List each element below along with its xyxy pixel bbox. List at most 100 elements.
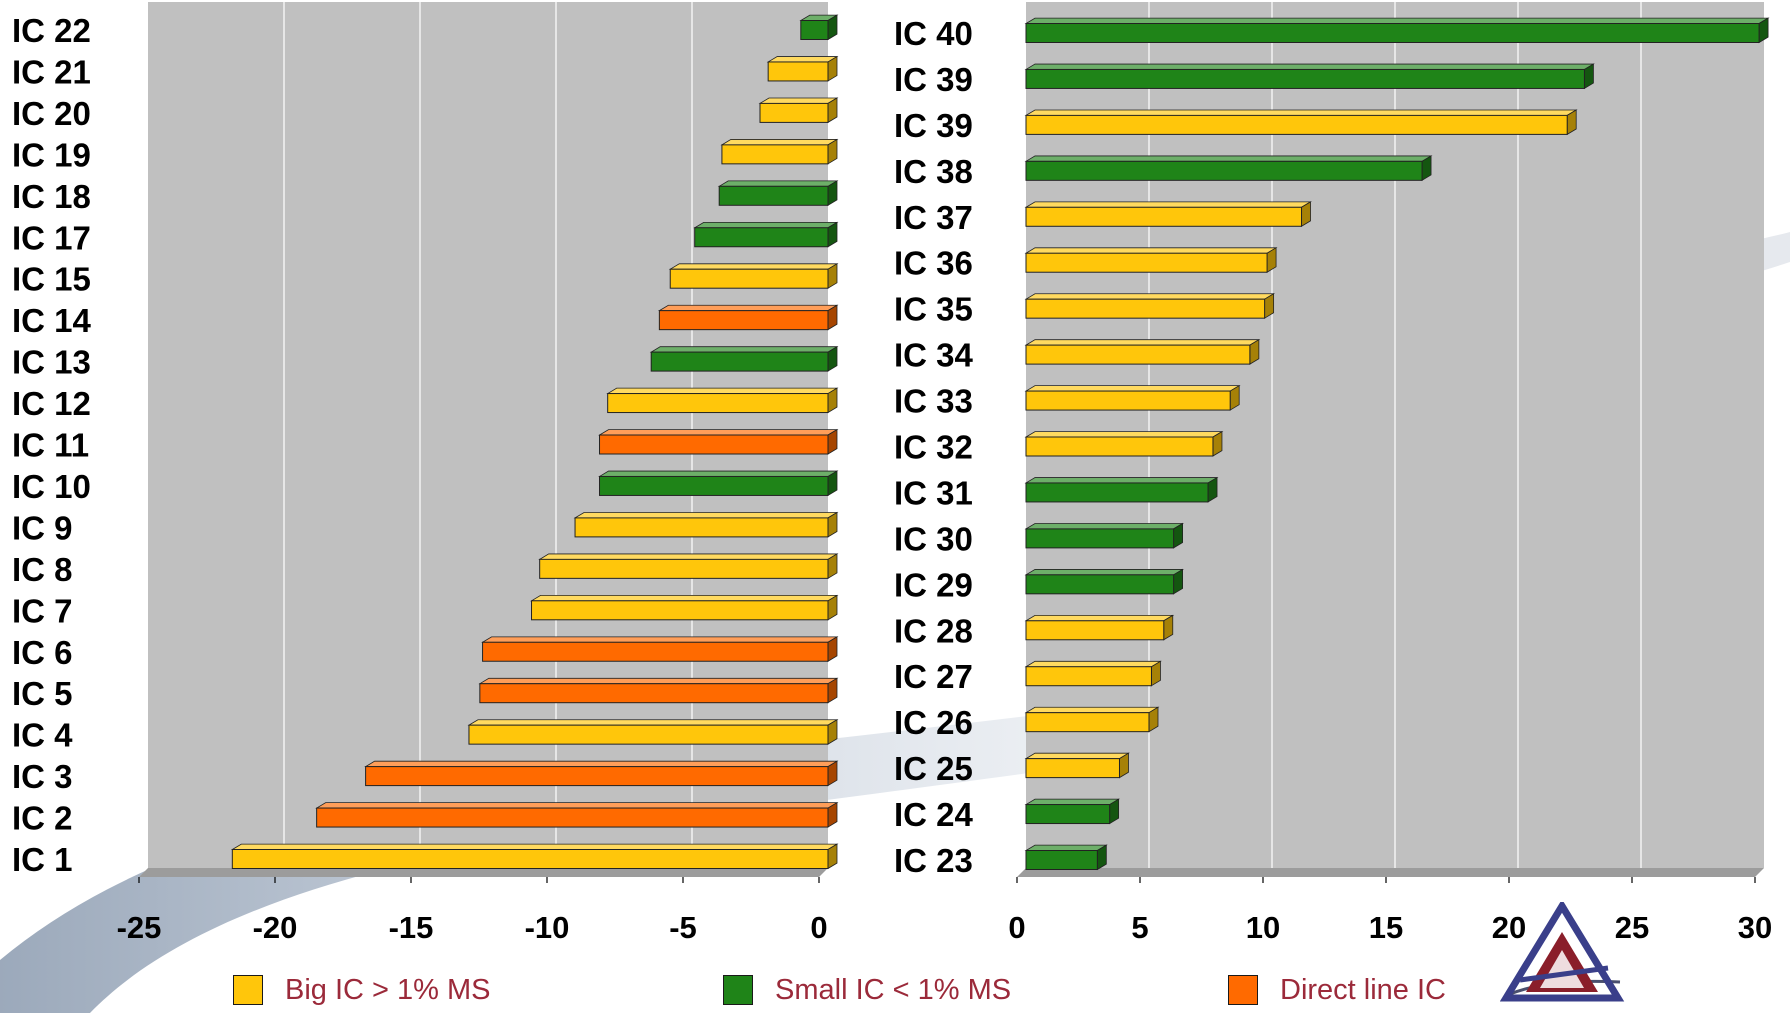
x-tick-label: -20 <box>253 910 298 945</box>
category-label: IC 3 <box>12 758 73 795</box>
x-tick-label: 15 <box>1369 910 1403 945</box>
bar-top-face <box>530 595 839 602</box>
category-label: IC 32 <box>894 429 973 466</box>
legend-swatch-direct <box>1228 975 1258 1005</box>
x-tick-label: -10 <box>525 910 570 945</box>
bar-ic-8 <box>539 558 829 579</box>
bar-ic-2 <box>316 807 829 828</box>
category-label: IC 30 <box>894 520 973 557</box>
legend-item-direct: Direct line IC <box>1228 970 1446 1010</box>
bar-top-face <box>1024 247 1278 254</box>
bar-ic-20 <box>759 102 829 123</box>
bar-ic-33 <box>1025 390 1231 411</box>
bar-top-face <box>478 677 839 685</box>
category-label: IC 39 <box>894 61 973 98</box>
plot-floor <box>139 868 828 877</box>
chart-right-positive: 0 5 10 15 20 25 30 IC 40 IC 39 IC 39 IC 38 IC 37 IC … <box>894 2 1772 945</box>
bar-ic-6 <box>482 641 829 662</box>
x-tick-label: 30 <box>1738 910 1772 945</box>
plot-floor <box>1017 868 1764 877</box>
bar-ic-11 <box>599 434 829 455</box>
company-logo-icon <box>1500 902 1625 1002</box>
bar-ic-39 <box>1025 114 1568 135</box>
bar-ic-9 <box>574 517 829 538</box>
bar-ic-15 <box>669 268 829 289</box>
bar-ic-37 <box>1025 206 1303 227</box>
bar-ic-34 <box>1025 344 1251 365</box>
category-label: IC 12 <box>12 385 91 422</box>
bar-top-face <box>1024 752 1130 760</box>
category-label: IC 26 <box>894 704 973 741</box>
bar-ic-12 <box>607 393 829 414</box>
bar-top-face <box>1024 844 1108 851</box>
bar-ic-25 <box>1025 758 1120 779</box>
bar-top-face <box>1024 477 1219 484</box>
category-label: IC 19 <box>12 136 91 173</box>
category-label: IC 17 <box>12 219 91 256</box>
bar-top-face <box>1024 569 1185 576</box>
bar-ic-32 <box>1025 436 1214 457</box>
x-tick-label: 5 <box>1131 910 1148 945</box>
x-tick-label: 25 <box>1615 910 1649 945</box>
category-label: IC 5 <box>12 675 73 712</box>
bar-ic-28 <box>1025 620 1165 641</box>
category-label: IC 33 <box>894 383 973 420</box>
bar-top-face <box>481 636 839 643</box>
category-label: IC 35 <box>894 291 973 328</box>
category-label: IC 9 <box>12 509 73 546</box>
legend-label-big: Big IC > 1% MS <box>285 973 491 1006</box>
legend-item-big: Big IC > 1% MS <box>233 970 491 1010</box>
category-label: IC 31 <box>894 474 973 511</box>
category-label: IC 8 <box>12 551 73 588</box>
x-tick-label: 0 <box>810 910 827 945</box>
bar-ic-17 <box>694 227 829 248</box>
bar-top-face <box>315 802 839 809</box>
chart-left-negative: -25 -20 -15 -10 -5 0 IC 22 IC 21 IC 20 IC 19 IC 18… <box>12 2 839 945</box>
category-label: IC 13 <box>12 344 91 381</box>
category-label: IC 21 <box>12 53 91 90</box>
bar-top-face <box>606 387 839 394</box>
bar-ic-4 <box>468 724 829 745</box>
category-label: IC 36 <box>894 245 973 282</box>
bar-top-face <box>1024 155 1433 162</box>
bar-top-face <box>1024 798 1121 805</box>
bar-ic-21 <box>767 61 829 82</box>
bar-top-face <box>657 304 839 312</box>
bar-ic-24 <box>1025 804 1111 825</box>
category-label: IC 10 <box>12 468 91 505</box>
category-label: IC 23 <box>894 842 973 879</box>
bar-top-face <box>1024 385 1241 392</box>
bar-top-face <box>649 346 839 353</box>
legend-item-small: Small IC < 1% MS <box>723 970 1011 1010</box>
category-label: IC 18 <box>12 178 91 215</box>
bar-top-face <box>598 429 839 436</box>
bar-ic-13 <box>650 351 829 372</box>
category-label: IC 38 <box>894 153 973 190</box>
bar-ic-14 <box>658 310 829 331</box>
legend-swatch-small <box>723 975 753 1005</box>
bar-top-face <box>1024 293 1276 300</box>
legend-label-small: Small IC < 1% MS <box>775 973 1012 1006</box>
bar-ic-3 <box>365 766 829 787</box>
bar-ic-26 <box>1025 712 1150 733</box>
bar-ic-23 <box>1025 850 1098 870</box>
bar-ic-10 <box>599 475 829 496</box>
bar-top-face <box>693 221 839 229</box>
x-tick-label: -5 <box>669 910 697 945</box>
bar-top-face <box>1024 614 1175 622</box>
bar-top-face <box>1024 201 1312 208</box>
bar-top-face <box>1024 63 1595 70</box>
bar-ic-5 <box>479 683 829 704</box>
bar-ic-29 <box>1025 574 1175 595</box>
category-label: IC 2 <box>12 800 73 837</box>
category-label: IC 34 <box>894 337 974 374</box>
category-label: IC 22 <box>12 12 91 49</box>
bar-top-face <box>598 470 839 477</box>
bar-ic-19 <box>721 144 829 165</box>
bar-ic-38 <box>1025 160 1423 181</box>
bar-top-face <box>1024 523 1185 530</box>
bar-top-face <box>1024 339 1261 346</box>
bar-ic-30 <box>1025 528 1175 549</box>
bar-top-face <box>1024 431 1224 438</box>
bar-top-face <box>538 553 839 560</box>
